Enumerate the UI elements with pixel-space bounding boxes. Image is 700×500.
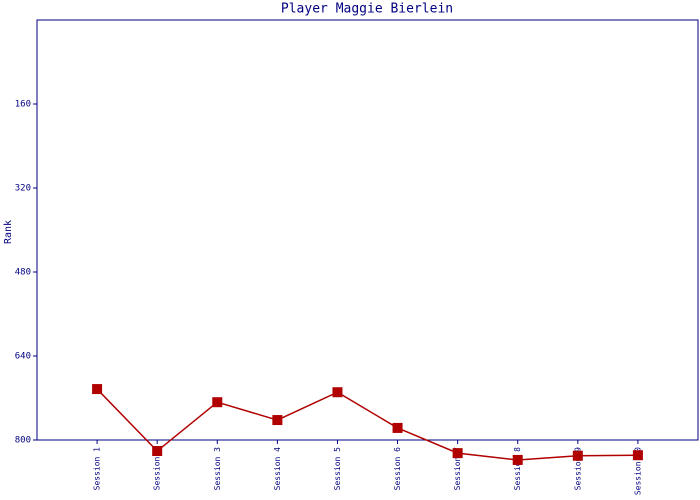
point-marker: [332, 387, 343, 398]
x-tick-label: Session 9: [573, 447, 582, 491]
point-marker: [272, 415, 283, 426]
point-marker: [392, 422, 403, 433]
plot-frame: [36, 19, 699, 441]
y-tick-label: 480: [15, 268, 31, 278]
x-tick-label: Session 2: [153, 447, 162, 491]
x-tick-label: Session 1: [93, 447, 102, 491]
point-marker: [452, 448, 463, 459]
x-tick-label: Session 3: [213, 447, 222, 491]
x-tick-label: Session 6: [393, 447, 402, 491]
y-tick-label: 320: [15, 184, 31, 194]
x-tick-label: Session 4: [273, 447, 282, 491]
x-tick-label: Session 7: [453, 447, 462, 491]
x-tick-label: Session 8: [513, 447, 522, 491]
y-tick-label: 160: [15, 100, 31, 110]
point-marker: [632, 450, 643, 461]
point-marker: [152, 446, 163, 457]
y-axis-label: Rank: [3, 220, 14, 244]
x-tick-label: Session 5: [333, 447, 342, 491]
series-line: [96, 388, 638, 461]
point-marker: [512, 454, 523, 465]
point-marker: [212, 397, 223, 408]
y-tick-label: 800: [15, 436, 31, 446]
x-tick-label: Session 10: [633, 447, 642, 495]
chart-title: Player Maggie Bierlein: [281, 2, 453, 17]
y-tick-label: 640: [15, 352, 31, 362]
point-marker: [92, 384, 103, 395]
point-marker: [572, 450, 583, 461]
